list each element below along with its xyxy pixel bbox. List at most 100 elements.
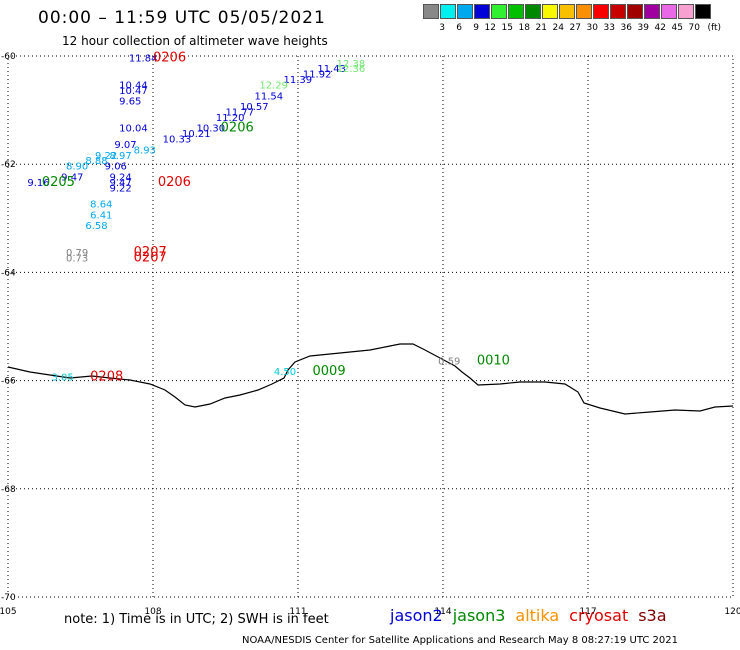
swh-value: 8.88 [85, 156, 107, 167]
scale-label: 3 [439, 23, 445, 33]
credit-line: NOAA/NESDIS Center for Satellite Applica… [242, 635, 678, 646]
satellite-s3a: s3a [638, 606, 667, 625]
swh-value: 9.65 [119, 97, 141, 108]
swh-value: 11.92 [303, 70, 332, 81]
swh-value: 11.20 [216, 113, 245, 124]
swh-value: 12.29 [259, 80, 288, 91]
map-title: 00:00 – 11:59 UTC 05/05/2021 [38, 8, 326, 28]
swh-value: 8.93 [134, 145, 156, 156]
scale-swatch [457, 4, 473, 19]
pass-time-label: 0208 [90, 370, 123, 385]
scale-swatch [661, 4, 677, 19]
satellite-altika: altika [515, 606, 560, 625]
scale-swatch [695, 4, 711, 19]
lat-tick-label: -66 [1, 377, 16, 387]
scale-label: 27 [569, 23, 581, 33]
scale-swatch [559, 4, 575, 19]
lat-tick-label: -62 [1, 160, 16, 170]
swh-value: 0.73 [66, 254, 88, 265]
scale-swatch [491, 4, 507, 19]
swh-value: 9.22 [110, 183, 132, 194]
swh-value: 9.16 [27, 178, 49, 189]
scale-label: 24 [552, 23, 564, 33]
scale-swatch [474, 4, 490, 19]
lat-tick-label: -64 [1, 268, 16, 278]
satellite-jason3: jason3 [452, 606, 506, 625]
lon-tick-label: 114 [434, 607, 451, 617]
swh-value: 9.47 [61, 172, 83, 183]
swh-value: 6.58 [85, 221, 107, 232]
swh-value: 10.47 [119, 86, 148, 97]
swh-value: 8.97 [110, 151, 132, 162]
satellite-legend: jason2 jason3 altika cryosat s3a [390, 606, 677, 625]
pass-time-label: 0206 [153, 50, 186, 65]
map-border [7, 55, 734, 598]
lon-tick-label: 120 [724, 607, 740, 617]
swh-value: 9.24 [110, 172, 132, 183]
scale-swatch [678, 4, 694, 19]
scale-swatch [576, 4, 592, 19]
swh-value: 10.04 [119, 124, 148, 135]
swh-value: 12.36 [337, 64, 366, 75]
antarctic-coastline [7, 343, 734, 415]
scale-swatch [423, 4, 439, 19]
scale-label: 36 [620, 23, 632, 33]
scale-label: 15 [501, 23, 513, 33]
swh-value: 10.33 [163, 135, 192, 146]
scale-unit: (ft) [707, 23, 721, 33]
scale-label: 30 [586, 23, 598, 33]
swh-value: 11.77 [226, 108, 255, 119]
swh-value: 9.47 [110, 178, 132, 189]
swh-value: 9.07 [114, 140, 136, 151]
swh-value: 11.43 [317, 64, 346, 75]
swh-value: 10.30 [197, 124, 226, 135]
scale-label: 12 [484, 23, 496, 33]
axis-tick-labels: 105 108 111 114 117 120 -60 -62 -64 -66 -68 -70 [0, 52, 740, 617]
scale-swatch [627, 4, 643, 19]
pass-time-label: 0206 [221, 121, 254, 136]
lon-tick-label: 108 [144, 607, 161, 617]
scale-label: 70 [688, 23, 700, 33]
swh-value: 10.44 [119, 80, 148, 91]
swh-value: 10.57 [240, 102, 269, 113]
lat-tick-label: -68 [1, 485, 16, 495]
pass-time-label: 0207 [134, 245, 167, 260]
swh-value: 8.90 [66, 162, 88, 173]
scale-swatch [525, 4, 541, 19]
scale-swatch [644, 4, 660, 19]
swh-value: 8.64 [90, 199, 112, 210]
map-frame [7, 55, 734, 598]
footnote: note: 1) Time is in UTC; 2) SWH is in fe… [64, 612, 329, 627]
swh-value: 9.06 [105, 162, 127, 173]
scale-label: 42 [654, 23, 666, 33]
scale-label: 21 [535, 23, 547, 33]
satellite-cryosat: cryosat [569, 606, 629, 625]
swh-value: 10.21 [182, 129, 211, 140]
lat-tick-label: -60 [1, 52, 16, 62]
swh-value: 12.38 [337, 59, 366, 70]
swh-value: 9.22 [95, 151, 117, 162]
scale-label: 45 [671, 23, 683, 33]
scale-label: 39 [637, 23, 649, 33]
scale-label: 33 [603, 23, 615, 33]
lon-tick-label: 111 [289, 607, 306, 617]
satellite-jason2: jason2 [390, 606, 443, 625]
lat-lon-grid [8, 56, 733, 597]
pass-time-label: 0207 [134, 251, 167, 266]
swh-value: 0.79 [66, 248, 88, 259]
pass-time-label: 0010 [477, 353, 510, 368]
map-subtitle: 12 hour collection of altimeter wave hei… [62, 34, 328, 48]
scale-swatch [440, 4, 456, 19]
scale-label: 6 [456, 23, 462, 33]
swh-value: 11.84 [129, 53, 158, 64]
lon-tick-label: 105 [0, 607, 17, 617]
lat-tick-label: -70 [1, 593, 16, 603]
swh-value: 11.39 [284, 75, 313, 86]
swh-value: 6.41 [90, 210, 112, 221]
swh-value: 0.59 [438, 356, 460, 367]
scale-swatch [593, 4, 609, 19]
swh-value: 11.54 [255, 91, 284, 102]
scale-swatch [508, 4, 524, 19]
pass-time-label: 0206 [158, 175, 191, 190]
